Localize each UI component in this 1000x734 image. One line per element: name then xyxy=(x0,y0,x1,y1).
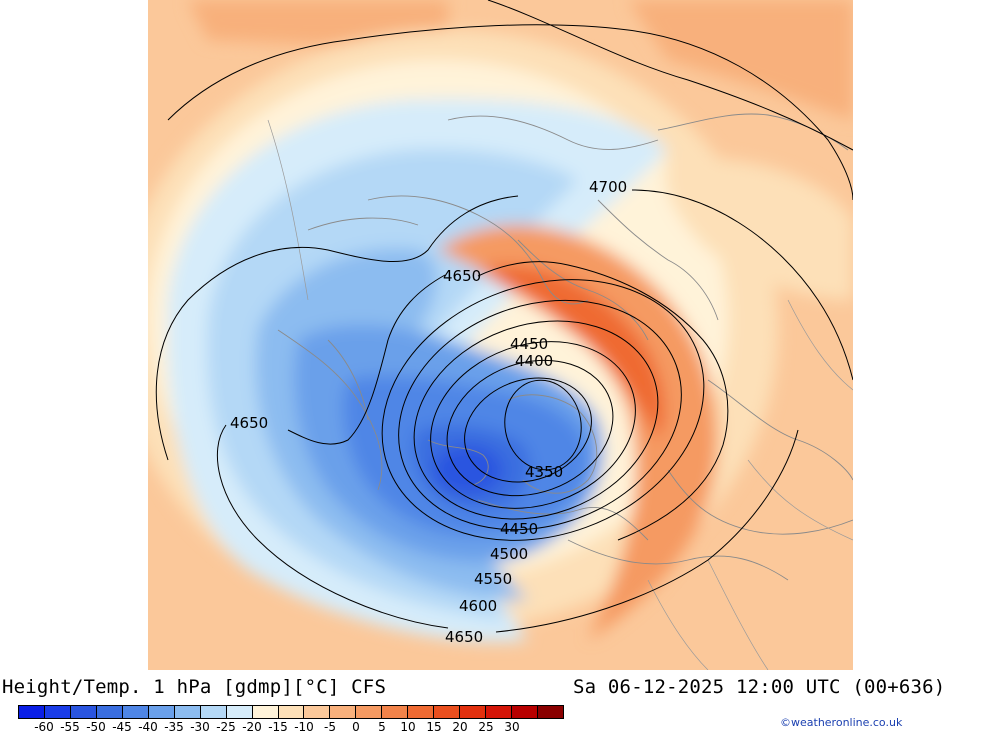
height-contours xyxy=(155,0,853,633)
colorbar-tick-label: 10 xyxy=(400,720,416,734)
map-title: Height/Temp. 1 hPa [gdmp][°C] CFS xyxy=(2,676,387,698)
colorbar-tick-label: -25 xyxy=(216,720,236,734)
temperature-field-cold-core xyxy=(433,445,503,495)
colorbar-swatch xyxy=(460,706,487,718)
temperature-field-warm-arc-outer xyxy=(438,225,718,640)
borders xyxy=(267,119,853,670)
contour-label-4400: 4400 xyxy=(515,352,553,370)
colorbar-tick-label: -45 xyxy=(112,720,132,734)
colorbar-swatch xyxy=(538,706,564,718)
forecast-datetime: Sa 06-12-2025 12:00 UTC (00+636) xyxy=(573,676,946,698)
colorbar-tick-label: -60 xyxy=(34,720,54,734)
colorbar-tick-label: 0 xyxy=(352,720,360,734)
colorbar-swatch xyxy=(356,706,383,718)
colorbar-swatch xyxy=(174,706,201,718)
colorbar-swatch xyxy=(278,706,305,718)
contour-label-4500: 4500 xyxy=(490,545,528,563)
colorbar-swatch xyxy=(122,706,149,718)
colorbar-tick-label: -15 xyxy=(268,720,288,734)
colorbar-tick-label: -5 xyxy=(324,720,336,734)
colorbar-tick-label: -55 xyxy=(60,720,80,734)
colorbar-swatch xyxy=(382,706,409,718)
colorbar-tick-label: -40 xyxy=(138,720,158,734)
colorbar-tick-label: -20 xyxy=(242,720,262,734)
colorbar-swatch xyxy=(226,706,253,718)
colorbar-tick-label: -35 xyxy=(164,720,184,734)
contour-label-4450-north: 4450 xyxy=(510,335,548,353)
colorbar-swatch xyxy=(44,706,71,718)
contour-label-4650-north: 4650 xyxy=(443,267,481,285)
colorbar-swatch xyxy=(408,706,435,718)
colorbar-tick-label: 30 xyxy=(504,720,520,734)
colorbar-swatch xyxy=(486,706,513,718)
colorbar-tick-label: 20 xyxy=(452,720,468,734)
temperature-field-warm-top xyxy=(188,0,448,45)
colorbar-swatch xyxy=(304,706,331,718)
colorbar-swatch xyxy=(200,706,227,718)
colorbar-swatch xyxy=(70,706,97,718)
contour-label-4350: 4350 xyxy=(525,463,563,481)
colorbar-swatch xyxy=(19,706,45,718)
colorbar-tick-label: 25 xyxy=(478,720,494,734)
temperature-field-east-light xyxy=(665,158,853,300)
colorbar-swatch xyxy=(148,706,175,718)
contour-label-4450-south: 4450 xyxy=(500,520,538,538)
weather-map: 4700 4650 4450 4400 4650 4350 4450 4500 … xyxy=(148,0,853,670)
colorbar-tick-label: -10 xyxy=(294,720,314,734)
temperature-field-warm-top-right xyxy=(628,0,853,120)
colorbar-tick-label: 5 xyxy=(378,720,386,734)
contour-label-4700: 4700 xyxy=(589,178,627,196)
colorbar-swatch xyxy=(434,706,461,718)
colorbar-swatch xyxy=(96,706,123,718)
contour-label-4650-south: 4650 xyxy=(445,628,483,646)
colorbar-tick-label: -50 xyxy=(86,720,106,734)
colorbar-swatch xyxy=(512,706,539,718)
contour-labels: 4700 4650 4450 4400 4650 4350 4450 4500 … xyxy=(230,178,627,646)
copyright-text: ©weatheronline.co.uk xyxy=(780,716,903,729)
contour-label-4650-west: 4650 xyxy=(230,414,268,432)
colorbar-swatch xyxy=(330,706,357,718)
colorbar-tick-label: 15 xyxy=(426,720,442,734)
temperature-colorbar xyxy=(18,705,564,719)
colorbar-swatch xyxy=(252,706,279,718)
colorbar-tick-label: -30 xyxy=(190,720,210,734)
contour-label-4600: 4600 xyxy=(459,597,497,615)
contour-label-4550: 4550 xyxy=(474,570,512,588)
colorbar-tick-labels: -60 -55 -50 -45 -40 -35 -30 -25 -20 -15 -10 -5 0 5 10 1… xyxy=(18,720,564,734)
